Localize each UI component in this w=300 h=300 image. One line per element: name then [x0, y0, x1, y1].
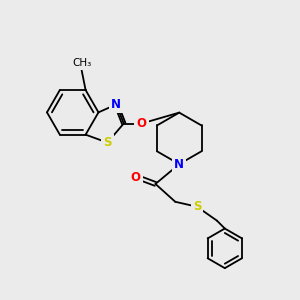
Text: O: O	[130, 170, 141, 184]
Text: S: S	[193, 200, 201, 213]
Text: O: O	[136, 117, 147, 130]
Text: S: S	[103, 136, 112, 149]
Text: CH₃: CH₃	[72, 58, 91, 68]
Text: N: N	[174, 158, 184, 171]
Text: N: N	[111, 98, 121, 111]
